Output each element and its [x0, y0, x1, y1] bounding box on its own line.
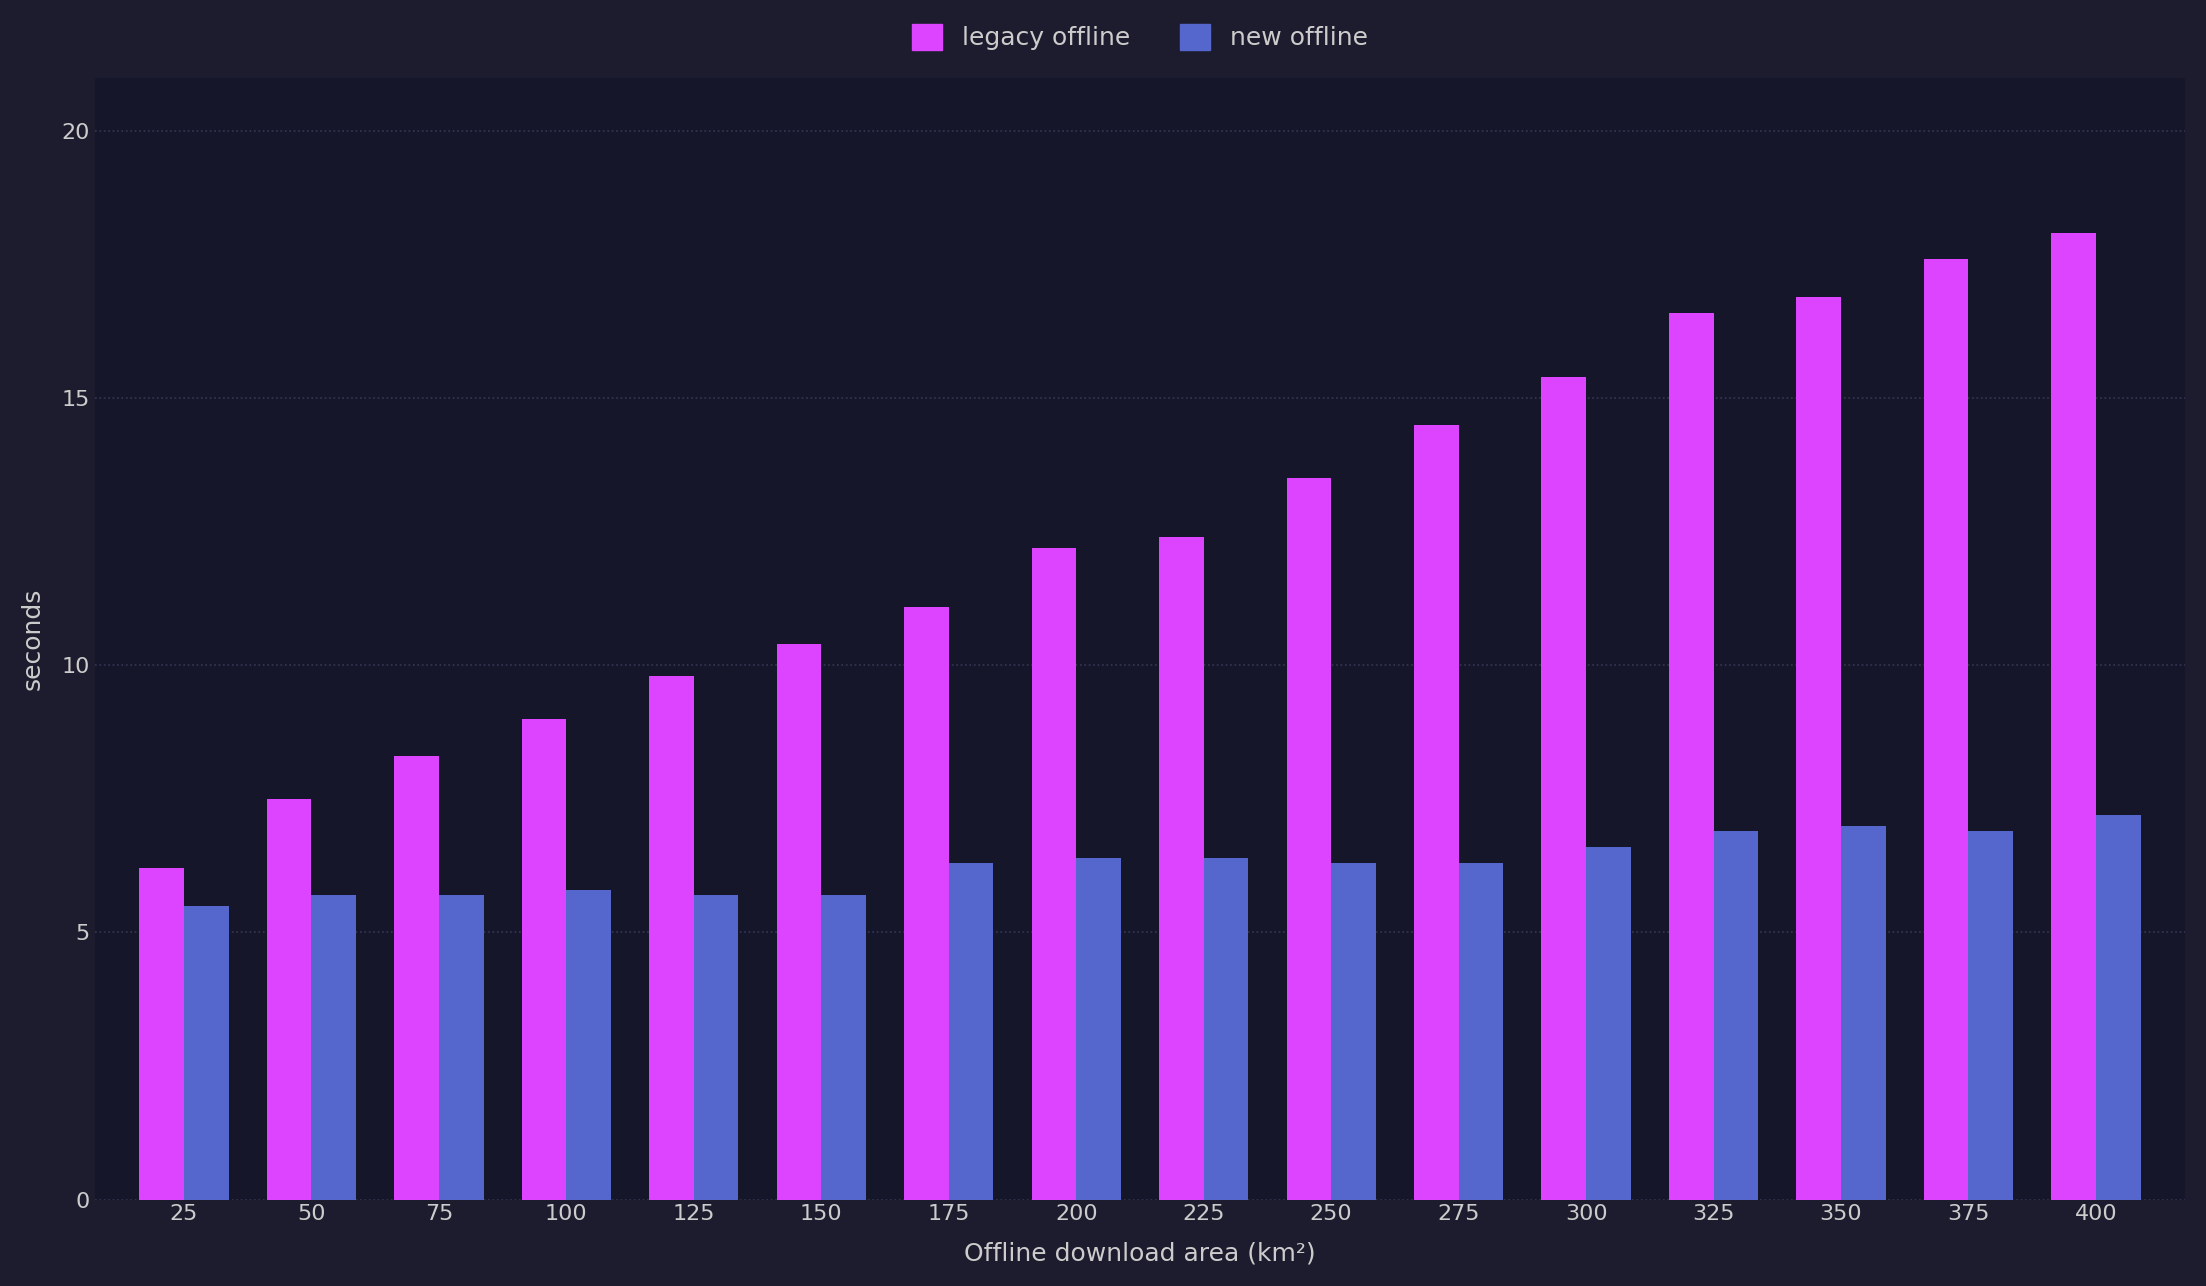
Bar — [1924, 260, 1968, 1200]
Bar — [1968, 831, 2014, 1200]
Bar — [1670, 312, 1714, 1200]
Bar — [695, 895, 739, 1200]
Bar — [183, 905, 229, 1200]
Bar — [523, 719, 567, 1200]
Bar — [1714, 831, 1758, 1200]
Bar — [1204, 858, 1249, 1200]
Bar — [1796, 297, 1842, 1200]
Bar — [821, 895, 867, 1200]
Bar — [1458, 863, 1502, 1200]
Bar — [1586, 847, 1630, 1200]
Bar — [649, 676, 695, 1200]
Bar — [1330, 863, 1377, 1200]
Bar — [777, 644, 821, 1200]
Bar — [904, 607, 949, 1200]
Bar — [439, 895, 483, 1200]
Bar — [1077, 858, 1121, 1200]
Bar — [2096, 815, 2140, 1200]
Bar — [1158, 538, 1204, 1200]
Bar — [567, 890, 611, 1200]
Bar — [311, 895, 355, 1200]
Bar — [1286, 478, 1330, 1200]
Bar — [1542, 377, 1586, 1200]
Bar — [395, 756, 439, 1200]
Bar — [949, 863, 993, 1200]
Bar — [2052, 233, 2096, 1200]
X-axis label: Offline download area (km²): Offline download area (km²) — [964, 1241, 1315, 1265]
Legend: legacy offline, new offline: legacy offline, new offline — [900, 12, 1381, 63]
Bar — [1842, 826, 1886, 1200]
Bar — [139, 868, 183, 1200]
Bar — [1032, 548, 1077, 1200]
Bar — [267, 799, 311, 1200]
Y-axis label: seconds: seconds — [20, 588, 44, 689]
Bar — [1414, 424, 1458, 1200]
